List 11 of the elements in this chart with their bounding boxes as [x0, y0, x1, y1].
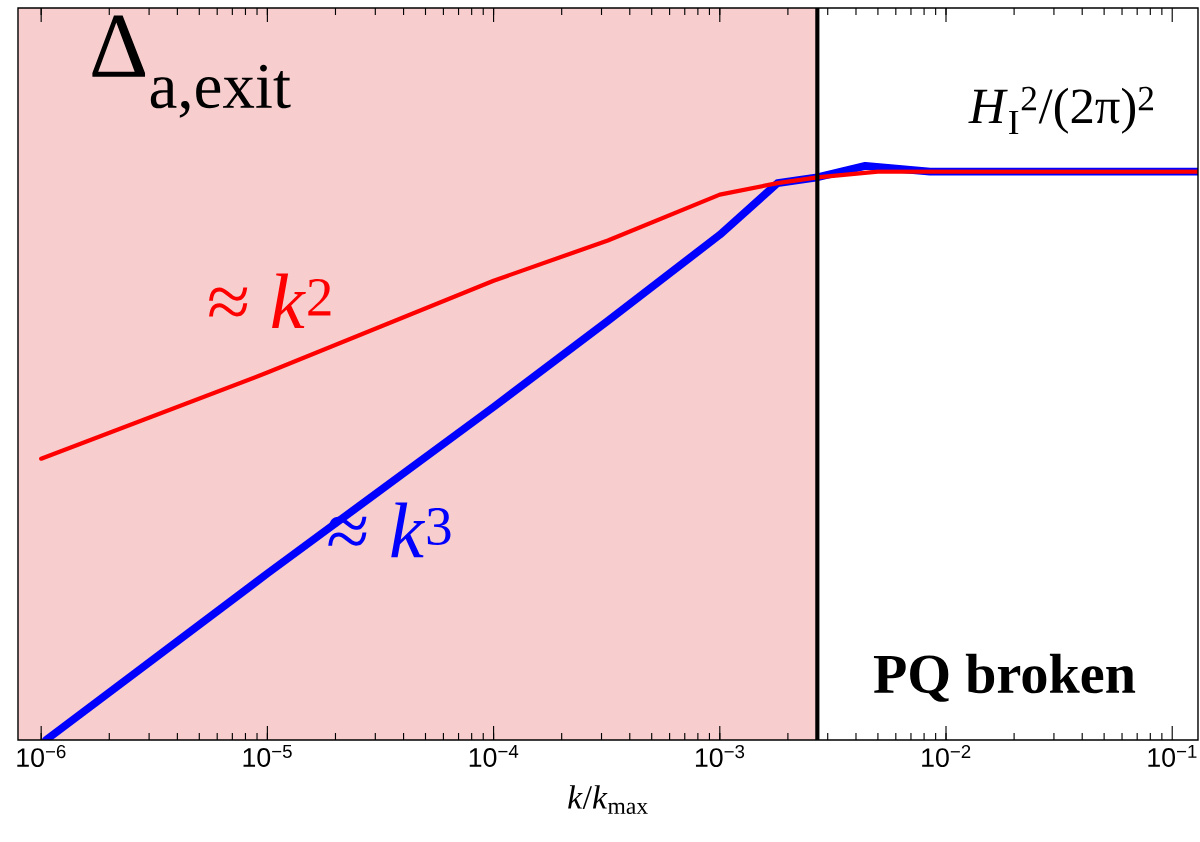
text: H$_{I}$$^{2}$/(2π)$^{2}$	[968, 86, 1154, 135]
x-tick-label: 10$^{−2}$	[922, 744, 971, 768]
x-tick-label: 10$^{−4}$	[469, 744, 519, 767]
x-tick-label: 10$^{−6}$	[17, 744, 66, 768]
x-tick-label: 10$^{−3}$	[695, 744, 745, 768]
annotation: PQ broken	[873, 653, 1136, 702]
text: Δ$_{a,exit}$	[92, 15, 291, 118]
series-label: ≈ k$^{2}$	[209, 273, 331, 329]
x-axis-title: k/k$_{max}$	[568, 785, 648, 815]
x-tick-label: 10$^{−5}$	[243, 744, 292, 767]
x-tick-label: 10$^{−1}$	[1148, 744, 1197, 767]
